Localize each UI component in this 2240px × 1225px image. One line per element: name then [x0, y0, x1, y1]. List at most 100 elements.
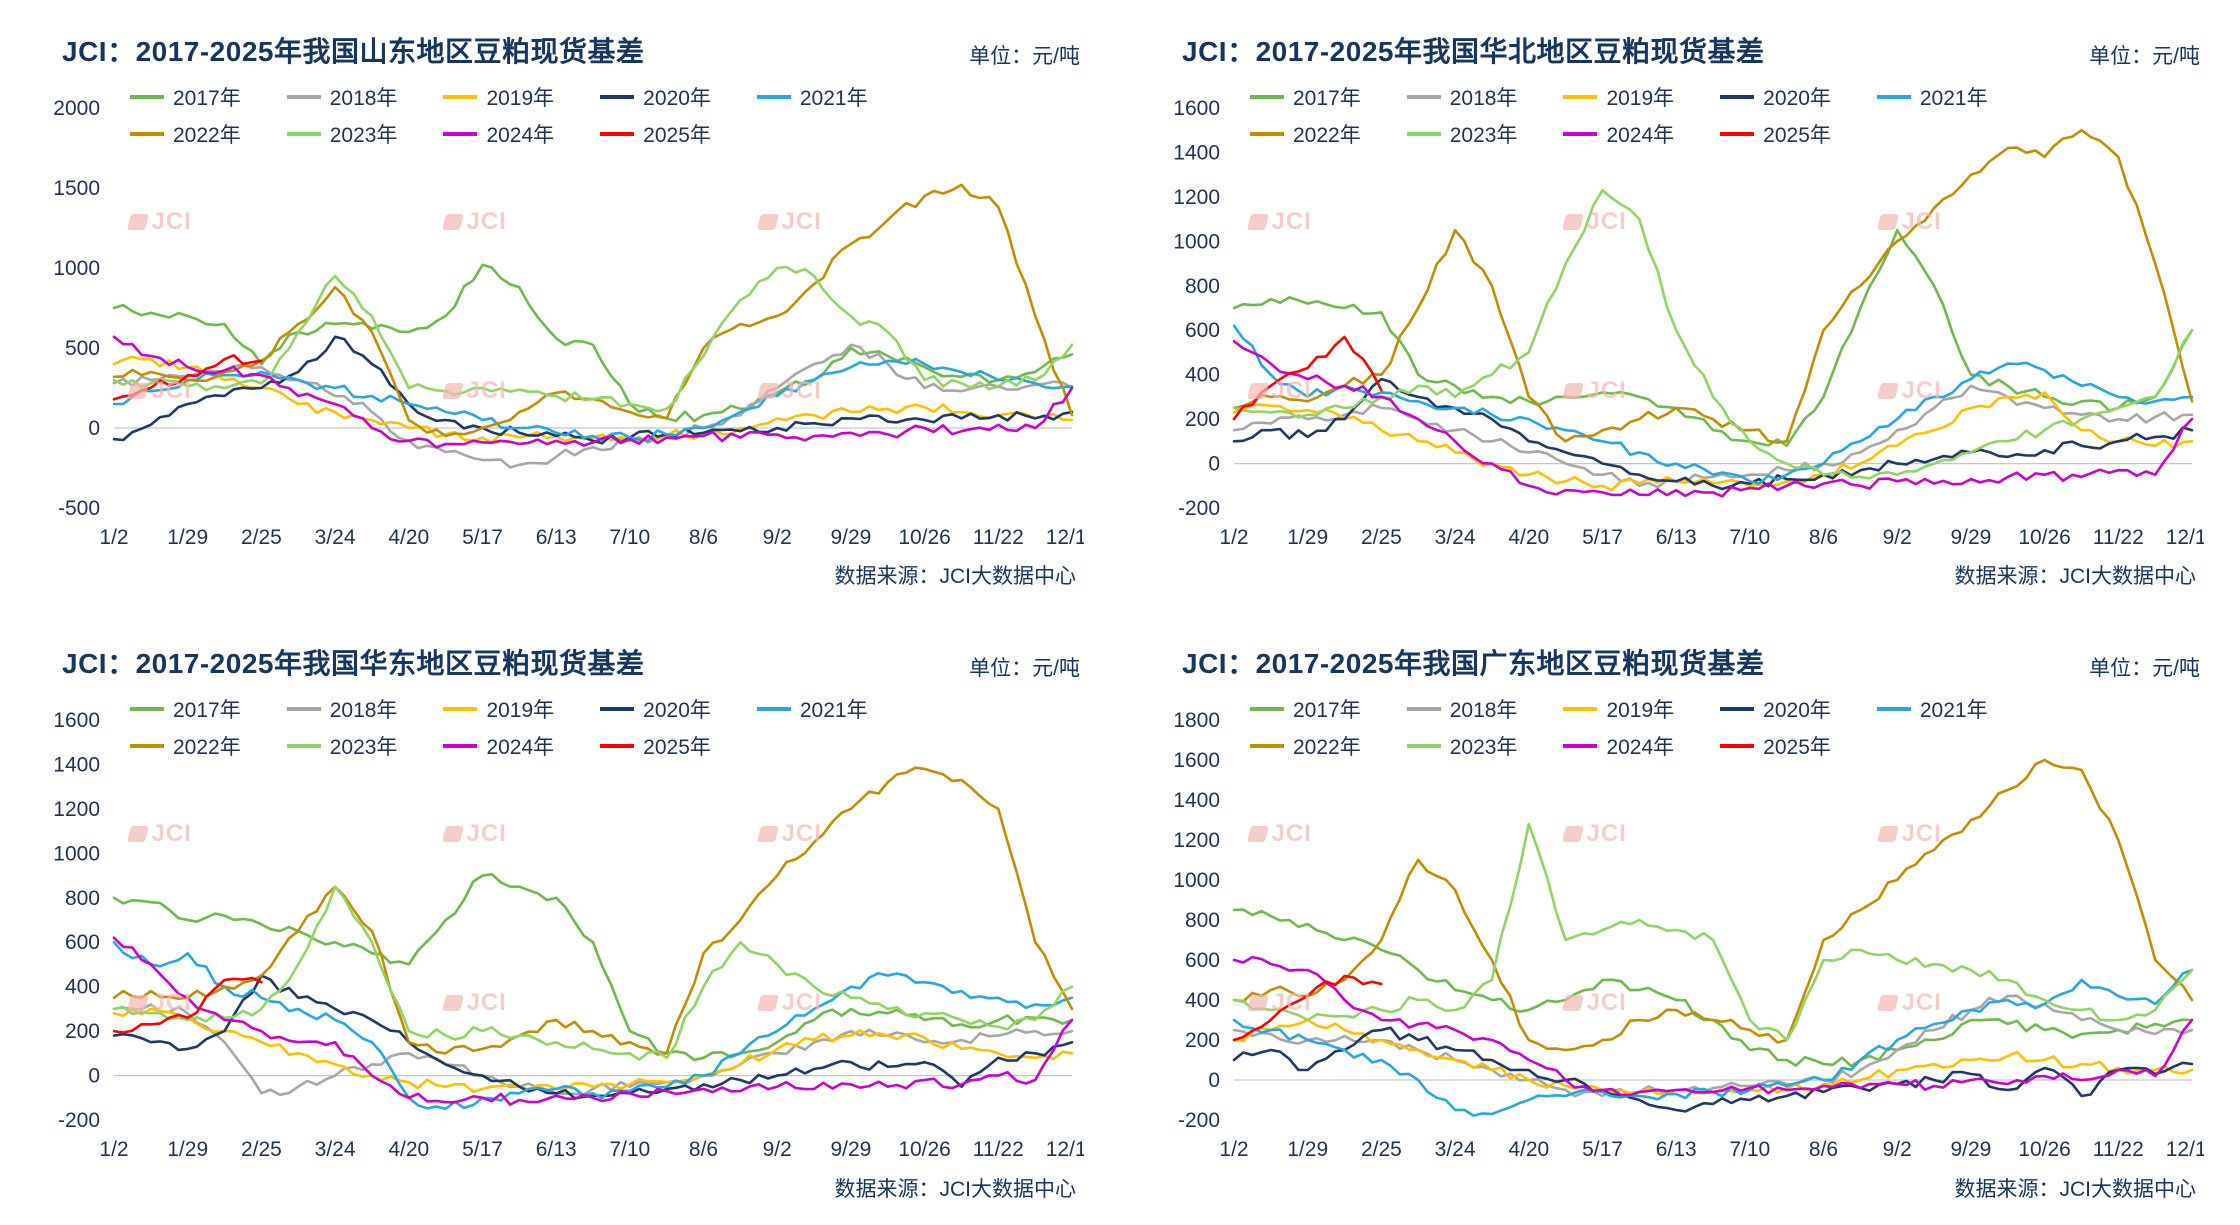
legend-label: 2024年: [1606, 124, 1675, 147]
series-line-2017年: [1232, 228, 2194, 448]
series-line-2025年: [112, 976, 263, 1034]
legend-line-swatch: [756, 95, 791, 99]
x-tick-label: 1/2: [1219, 1138, 1248, 1161]
x-tick-label: 11/22: [973, 526, 1024, 549]
legend: 2017年 2018年 2019年 2020年 2021年 2022年 2023年 2024年…: [130, 694, 868, 761]
legend-line-swatch: [1876, 95, 1911, 99]
legend-item-2021年: 2021年: [756, 82, 868, 112]
legend-label: 2022年: [1293, 736, 1361, 759]
y-tick-label: 600: [1185, 949, 1220, 972]
x-tick-label: 6/13: [536, 526, 577, 549]
y-tick-label: 1400: [1173, 141, 1220, 164]
legend-line-swatch: [443, 132, 478, 136]
legend-line-swatch: [286, 95, 321, 99]
x-tick-label: 5/17: [1582, 1138, 1623, 1161]
series-line-2021年: [112, 357, 1074, 443]
legend-item-2022年: 2022年: [130, 119, 241, 149]
legend-label: 2021年: [799, 699, 868, 722]
x-tick-label: 3/24: [315, 1138, 356, 1161]
series-line-2024年: [112, 936, 1074, 1106]
y-tick-label: -500: [58, 497, 100, 520]
x-tick-label: 9/2: [1883, 526, 1912, 549]
legend-line-swatch: [286, 744, 321, 748]
y-tick-label: -200: [58, 1109, 100, 1132]
legend-item-2019年: 2019年: [443, 82, 554, 112]
legend-item-2023年: 2023年: [286, 119, 398, 149]
legend-label: 2025年: [643, 124, 711, 147]
series-line-2024年: [1232, 955, 2194, 1097]
legend-line-swatch: [1406, 95, 1441, 99]
legend-item-2024年: 2024年: [1563, 731, 1674, 761]
legend-item-2024年: 2024年: [1563, 119, 1674, 149]
y-tick-label: 1400: [53, 753, 100, 776]
x-tick-label: 5/17: [1582, 526, 1623, 549]
x-tick-label: 9/2: [763, 1138, 792, 1161]
chart-canvas: -200 0 200 400 600 800 1000 1200 1400 1600 1/2 1/29…: [53, 709, 1084, 1161]
legend-item-2019年: 2019年: [1563, 694, 1674, 724]
legend-item-2019年: 2019年: [1563, 82, 1674, 112]
legend-line-swatch: [130, 707, 164, 711]
y-tick-label: 200: [65, 1020, 100, 1043]
y-tick-label: 1000: [53, 257, 100, 280]
legend-label: 2019年: [486, 699, 555, 722]
legend-item-2019年: 2019年: [443, 694, 554, 724]
legend-item-2021年: 2021年: [756, 694, 868, 724]
x-axis: 1/2 1/29 2/25 3/24 4/20 5/17 6/13 7/10 8/6 9/2 9/2…: [1219, 526, 2204, 549]
legend-row: 2022年 2023年 2024年 2025年: [1250, 119, 1988, 149]
legend-label: 2022年: [173, 736, 241, 759]
legend-line-swatch: [130, 95, 164, 99]
x-tick-label: 10/26: [898, 1138, 951, 1161]
x-tick-label: 9/29: [830, 1138, 871, 1161]
series-line-2019年: [112, 1007, 1074, 1094]
legend-row: 2022年 2023年 2024年 2025年: [1250, 731, 1988, 761]
legend-line-swatch: [1250, 744, 1284, 748]
series-line-2024年: [112, 335, 1074, 449]
y-tick-label: 1200: [1173, 186, 1220, 209]
legend-label: 2023年: [329, 736, 398, 759]
source-label: 数据来源：JCI大数据中心: [834, 565, 1077, 588]
legend-label: 2018年: [329, 87, 398, 110]
series-line-2020年: [112, 974, 1074, 1100]
x-tick-label: 2/25: [241, 1138, 282, 1161]
x-tick-label: 12/19: [1046, 1138, 1084, 1161]
x-tick-label: 9/29: [830, 526, 871, 549]
legend-item-2017年: 2017年: [1250, 694, 1361, 724]
plot-area: 2017年 2018年 2019年 2020年 2021年 2022年 2023年 2024年…: [1154, 78, 2204, 560]
series-line-2023年: [112, 885, 1074, 1061]
x-tick-label: 2/25: [241, 526, 282, 549]
y-tick-label: 0: [1208, 453, 1220, 476]
x-axis: 1/2 1/29 2/25 3/24 4/20 5/17 6/13 7/10 8/6 9/2 9/2…: [99, 1138, 1084, 1161]
legend-line-swatch: [1720, 707, 1755, 711]
source-label: 数据来源：JCI大数据中心: [1954, 565, 2197, 588]
legend-item-2022年: 2022年: [1250, 119, 1361, 149]
y-axis: -200 0 200 400 600 800 1000 1200 1400 1600 1800: [1173, 709, 1220, 1132]
legend-label: 2018年: [329, 699, 398, 722]
legend-item-2018年: 2018年: [1406, 694, 1518, 724]
y-axis: -200 0 200 400 600 800 1000 1200 1400 1600: [53, 709, 100, 1132]
chart-canvas: -500 0 500 1000 1500 2000 1/2 1/29 2/25 3/24 4/20 5…: [53, 97, 1084, 549]
unit-label: 单位：元/吨: [2089, 45, 2200, 68]
legend-item-2017年: 2017年: [1250, 82, 1361, 112]
legend-label: 2021年: [799, 87, 868, 110]
y-tick-label: 1600: [1173, 97, 1220, 120]
x-tick-label: 11/22: [2093, 1138, 2144, 1161]
x-tick-label: 8/6: [689, 1138, 718, 1161]
legend-label: 2023年: [329, 124, 398, 147]
x-tick-label: 7/10: [609, 526, 650, 549]
y-tick-label: 1000: [53, 842, 100, 865]
x-tick-label: 1/2: [1219, 526, 1248, 549]
legend-label: 2018年: [1449, 699, 1518, 722]
chart-panel-shandong: JCI：2017-2025年我国山东地区豆粕现货基差 单位：元/吨 2017年 2…: [0, 0, 1120, 612]
series-line-2022年: [1232, 128, 2194, 444]
legend-line-swatch: [286, 707, 321, 711]
series-line-2019年: [112, 355, 1074, 445]
legend-label: 2017年: [1293, 699, 1361, 722]
legend-label: 2022年: [173, 124, 241, 147]
y-tick-label: 200: [1185, 408, 1220, 431]
legend-item-2022年: 2022年: [130, 731, 241, 761]
series-line-2023年: [1232, 188, 2194, 480]
legend-label: 2020年: [1763, 87, 1831, 110]
y-tick-label: 800: [65, 887, 100, 910]
x-tick-label: 1/2: [99, 1138, 128, 1161]
panel-header: JCI：2017-2025年我国山东地区豆粕现货基差 单位：元/吨: [34, 28, 1094, 70]
